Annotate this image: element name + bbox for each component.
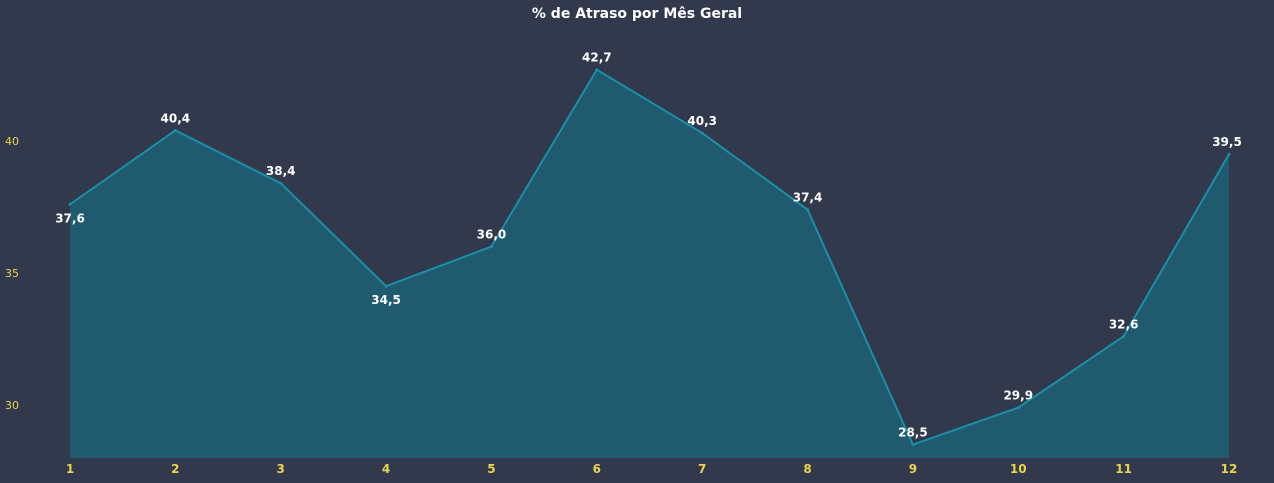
data-label: 28,5: [898, 426, 928, 440]
data-label: 42,7: [582, 51, 612, 65]
x-tick-label: 10: [1010, 462, 1027, 476]
x-tick-label: 3: [277, 462, 285, 476]
area-layer: [68, 68, 1231, 458]
x-tick-label: 11: [1115, 462, 1132, 476]
data-point: [489, 245, 493, 249]
x-tick-label: 1: [66, 462, 74, 476]
data-point: [384, 284, 388, 288]
y-tick-label: 35: [5, 267, 19, 280]
data-point: [68, 202, 72, 206]
data-point: [595, 68, 599, 72]
y-axis: 30 35 40: [5, 135, 19, 412]
data-point: [806, 208, 810, 212]
data-point: [279, 181, 283, 185]
data-label: 29,9: [1003, 389, 1033, 403]
data-label: 36,0: [477, 228, 507, 242]
y-tick-label: 30: [5, 399, 19, 412]
data-label: 32,6: [1109, 317, 1139, 331]
y-tick-label: 40: [5, 135, 19, 148]
series-line: [69, 68, 1230, 446]
x-tick-label: 7: [698, 462, 706, 476]
data-label: 34,5: [371, 293, 401, 307]
area-fill: [70, 69, 1229, 458]
data-point: [700, 131, 704, 135]
x-tick-label: 6: [593, 462, 601, 476]
data-labels: 37,6 40,4 38,4 34,5 36,0 42,7 40,3 37,4 28,5 29,9…: [55, 51, 1242, 440]
x-tick-label: 9: [909, 462, 917, 476]
data-point: [1122, 334, 1126, 338]
chart-title: % de Atraso por Mês Geral: [532, 6, 742, 22]
x-tick-label: 8: [803, 462, 811, 476]
x-tick-label: 4: [382, 462, 390, 476]
data-label: 37,4: [793, 191, 823, 205]
x-tick-label: 12: [1221, 462, 1238, 476]
data-label: 38,4: [266, 164, 296, 178]
data-label: 40,4: [161, 111, 191, 125]
data-label: 39,5: [1212, 135, 1242, 149]
x-tick-label: 5: [487, 462, 495, 476]
data-label: 40,3: [687, 114, 717, 128]
x-tick-label: 2: [171, 462, 179, 476]
data-point: [911, 443, 915, 447]
x-axis: 1 2 3 4 5 6 7 8 9 10 11 12: [66, 462, 1238, 476]
data-point: [1227, 152, 1231, 156]
data-label: 37,6: [55, 211, 85, 225]
data-point: [173, 128, 177, 132]
data-point: [1016, 406, 1020, 410]
